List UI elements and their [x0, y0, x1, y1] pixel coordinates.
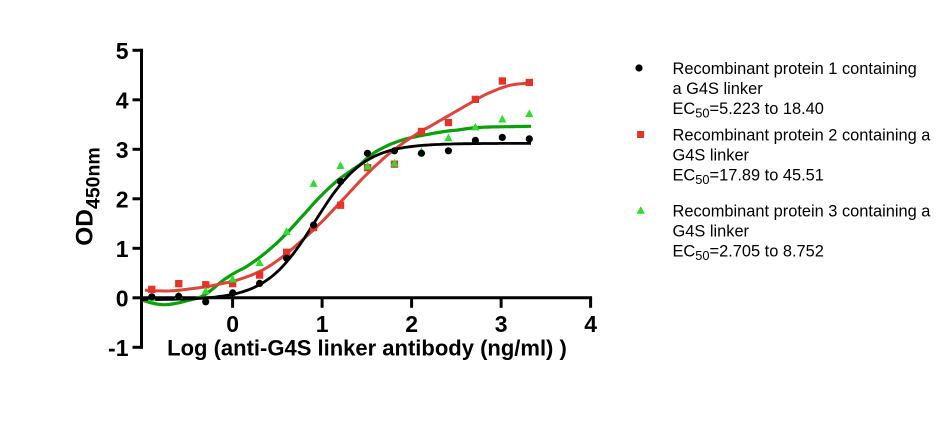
svg-text:4: 4: [584, 311, 597, 337]
svg-text:4: 4: [116, 87, 129, 113]
svg-text:3: 3: [116, 137, 129, 163]
svg-text:EC50=17.89 to 45.51: EC50=17.89 to 45.51: [673, 167, 824, 188]
svg-text:0: 0: [226, 311, 239, 337]
svg-text:1: 1: [316, 311, 329, 337]
svg-text:EC50=2.705 to 8.752: EC50=2.705 to 8.752: [673, 243, 824, 264]
svg-text:G4S linker: G4S linker: [673, 223, 750, 241]
svg-text:Recombinant protein 2 containi: Recombinant protein 2 containing a: [673, 127, 932, 145]
svg-text:Log (anti-G4S linker antibody: Log (anti-G4S linker antibody (ng/ml) ): [167, 336, 567, 361]
svg-text:0: 0: [116, 285, 129, 311]
svg-text:2: 2: [405, 311, 418, 337]
svg-text:3: 3: [495, 311, 508, 337]
svg-text:EC50=5.223 to 18.40: EC50=5.223 to 18.40: [673, 100, 824, 121]
svg-text:Recombinant protein 3 containi: Recombinant protein 3 containing a: [673, 203, 932, 221]
svg-text:Recombinant protein 1 containi: Recombinant protein 1 containing: [673, 60, 917, 78]
svg-text:5: 5: [116, 38, 129, 64]
svg-text:1: 1: [116, 236, 129, 262]
svg-text:-1: -1: [108, 335, 129, 361]
svg-text:2: 2: [116, 186, 129, 212]
svg-text:G4S linker: G4S linker: [673, 147, 750, 165]
svg-text:a G4S linker: a G4S linker: [673, 80, 764, 98]
